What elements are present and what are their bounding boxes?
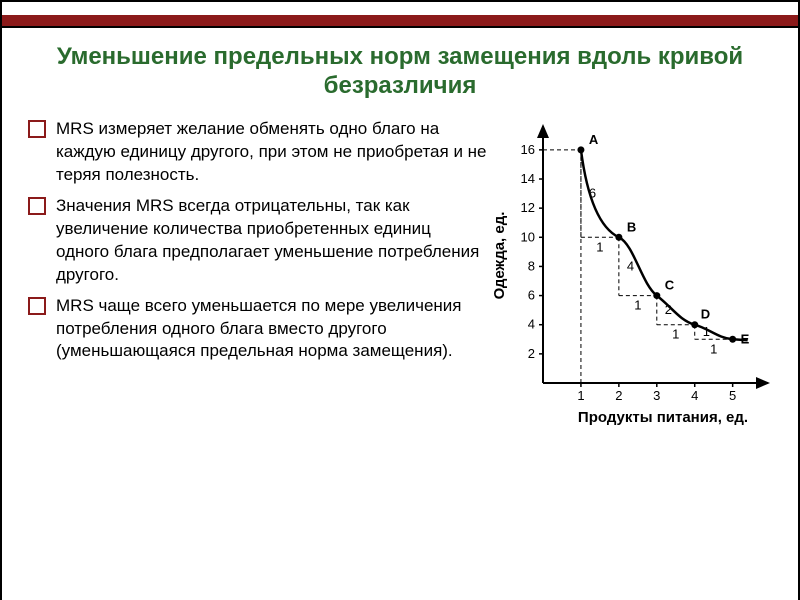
svg-text:Одежда, ед.: Одежда, ед. [491,212,508,300]
svg-text:B: B [627,219,636,234]
bullet-list: MRS измеряет желание обменять одно благо… [28,118,488,371]
svg-text:2: 2 [615,388,622,403]
svg-text:12: 12 [521,200,535,215]
svg-text:C: C [665,278,675,293]
svg-text:E: E [741,331,750,346]
indifference-curve-chart: 2468101214161234561412111ABCDEПродукты п… [488,118,778,428]
svg-text:10: 10 [521,229,535,244]
bullet-square-icon [28,197,46,215]
svg-text:14: 14 [521,171,535,186]
svg-text:1: 1 [710,341,717,356]
svg-text:16: 16 [521,142,535,157]
bullet-text: MRS измеряет желание обменять одно благо… [56,118,488,187]
svg-text:1: 1 [634,298,641,313]
svg-text:Продукты питания, ед.: Продукты питания, ед. [578,409,748,426]
svg-text:5: 5 [729,388,736,403]
list-item: MRS чаще всего уменьшается по мере увели… [28,295,488,364]
svg-text:4: 4 [627,258,634,273]
bullet-text: Значения MRS всегда отрицательны, так ка… [56,195,488,287]
bullet-square-icon [28,297,46,315]
svg-text:4: 4 [528,317,535,332]
svg-text:6: 6 [528,288,535,303]
list-item: MRS измеряет желание обменять одно благо… [28,118,488,187]
bullet-text: MRS чаще всего уменьшается по мере увели… [56,295,488,364]
svg-text:1: 1 [596,239,603,254]
svg-text:8: 8 [528,258,535,273]
svg-text:1: 1 [577,388,584,403]
left-border [0,28,2,600]
svg-text:A: A [589,132,599,147]
bullet-square-icon [28,120,46,138]
list-item: Значения MRS всегда отрицательны, так ка… [28,195,488,287]
svg-text:2: 2 [528,346,535,361]
chart-svg: 2468101214161234561412111ABCDEПродукты п… [488,118,778,428]
svg-text:D: D [701,307,710,322]
page-title: Уменьшение предельных норм замещения вдо… [40,43,760,101]
svg-text:4: 4 [691,388,698,403]
svg-text:1: 1 [672,327,679,342]
top-accent-bar [2,15,798,26]
svg-text:3: 3 [653,388,660,403]
